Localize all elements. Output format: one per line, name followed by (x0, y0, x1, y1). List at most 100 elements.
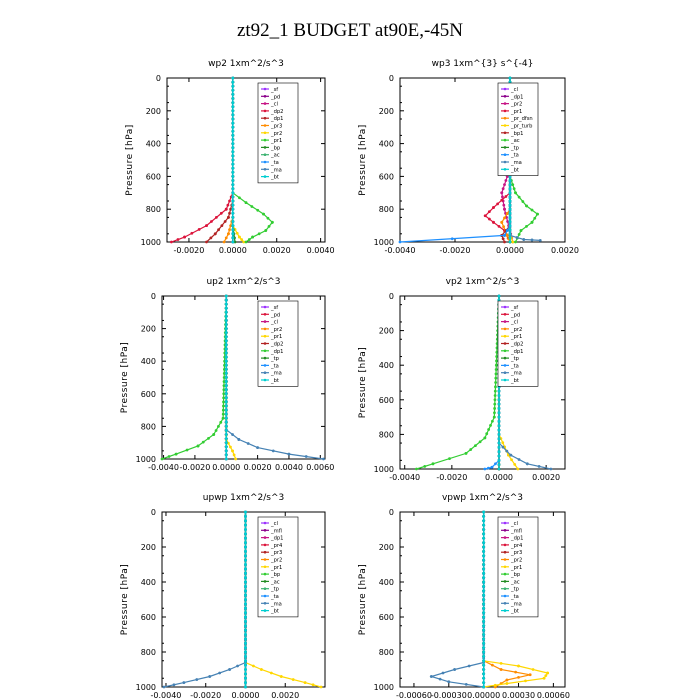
data-point (497, 433, 501, 436)
data-point (482, 584, 486, 588)
panel-title: up2 1xm^2/s^3 (206, 277, 280, 287)
data-point (494, 385, 497, 389)
data-point (538, 238, 542, 242)
legend-marker (263, 305, 267, 309)
data-point (483, 214, 487, 218)
data-point (503, 216, 506, 220)
legend-label: _dp1 (270, 116, 283, 122)
plot-frame (161, 295, 326, 460)
data-point (244, 615, 247, 619)
data-point (497, 294, 501, 298)
data-point (224, 445, 228, 449)
legend-marker (503, 102, 507, 105)
data-point (246, 442, 250, 445)
data-point (508, 187, 512, 191)
data-point (517, 458, 521, 461)
data-point (231, 216, 235, 219)
data-point (322, 457, 325, 461)
legend-label: _ma (270, 601, 282, 607)
legend-label: _bt (510, 167, 519, 173)
data-point (244, 681, 247, 685)
data-point (247, 238, 251, 241)
data-point (244, 519, 247, 523)
x-tick-label: 0.0020 (244, 463, 272, 472)
legend-label: _ta (510, 363, 519, 369)
legend-label: _pr2 (510, 102, 522, 108)
data-point (453, 668, 457, 671)
data-point (482, 602, 486, 606)
legend-label: _pr1 (270, 565, 282, 571)
data-point (231, 76, 235, 80)
x-tick-label: 0.0020 (551, 246, 579, 255)
data-point (497, 402, 501, 406)
data-point (494, 363, 498, 367)
data-point (231, 97, 235, 100)
legend-label: _bt (270, 609, 279, 615)
data-point (244, 593, 247, 597)
x-tick-label: -0.0040 (389, 473, 420, 482)
data-point (205, 240, 208, 244)
data-point (508, 207, 512, 211)
data-point (497, 454, 501, 458)
data-point (224, 347, 228, 351)
data-point (482, 528, 486, 531)
data-point (224, 331, 228, 335)
y-tick-label: 400 (141, 578, 156, 587)
data-point (505, 229, 509, 232)
y-tick-label: 800 (379, 648, 394, 657)
x-tick-label: 0.0020 (271, 691, 299, 700)
data-point (244, 536, 247, 540)
data-point (244, 589, 247, 593)
legend-marker (503, 313, 507, 316)
legend-marker (263, 146, 267, 149)
data-point (517, 232, 521, 236)
data-point (500, 198, 504, 202)
series-lineta (399, 78, 511, 243)
data-point (176, 238, 180, 241)
data-point (214, 216, 218, 219)
data-point (231, 146, 235, 150)
legend-label: _pr3 (270, 550, 282, 556)
panel-title: wp3 1xm^{3} s^{-4} (432, 59, 534, 69)
data-point (482, 619, 486, 623)
chart-panel-3: up2 1xm^2/s^3 Pressure [hPa] 0 200 400 600 800… (120, 277, 334, 472)
data-point (236, 664, 239, 668)
data-point (482, 672, 486, 676)
data-point (231, 187, 235, 191)
legend-label: _ac (510, 579, 520, 585)
data-point (494, 376, 498, 380)
data-point (244, 571, 247, 575)
data-point (497, 445, 501, 449)
data-point (207, 436, 210, 440)
legend-marker (503, 349, 507, 353)
y-tick-label: 200 (146, 107, 161, 116)
data-point (482, 563, 486, 566)
data-point (224, 319, 228, 322)
legend-marker (503, 364, 507, 367)
data-point (210, 220, 213, 223)
legend-label: _cl (510, 320, 518, 326)
legend-marker (263, 109, 267, 113)
data-point (231, 166, 235, 170)
legend-label: _pr2 (270, 558, 282, 564)
data-point (271, 449, 275, 453)
legend-label: _cl (270, 521, 278, 527)
legend-label: _ta (270, 363, 279, 369)
legend-marker (503, 609, 507, 612)
data-point (231, 88, 235, 92)
y-tick-label: 0 (156, 74, 161, 83)
legend-marker (263, 609, 267, 612)
data-point (508, 183, 512, 187)
y-tick-label: 200 (141, 325, 156, 334)
data-point (231, 236, 235, 240)
legend-marker (263, 102, 267, 105)
data-point (217, 228, 220, 232)
data-point (231, 232, 235, 236)
data-point (209, 236, 213, 240)
data-point (517, 195, 521, 199)
data-point (482, 598, 486, 601)
data-point (224, 408, 228, 412)
data-point (505, 212, 509, 215)
data-point (521, 200, 525, 203)
data-point (497, 424, 501, 428)
